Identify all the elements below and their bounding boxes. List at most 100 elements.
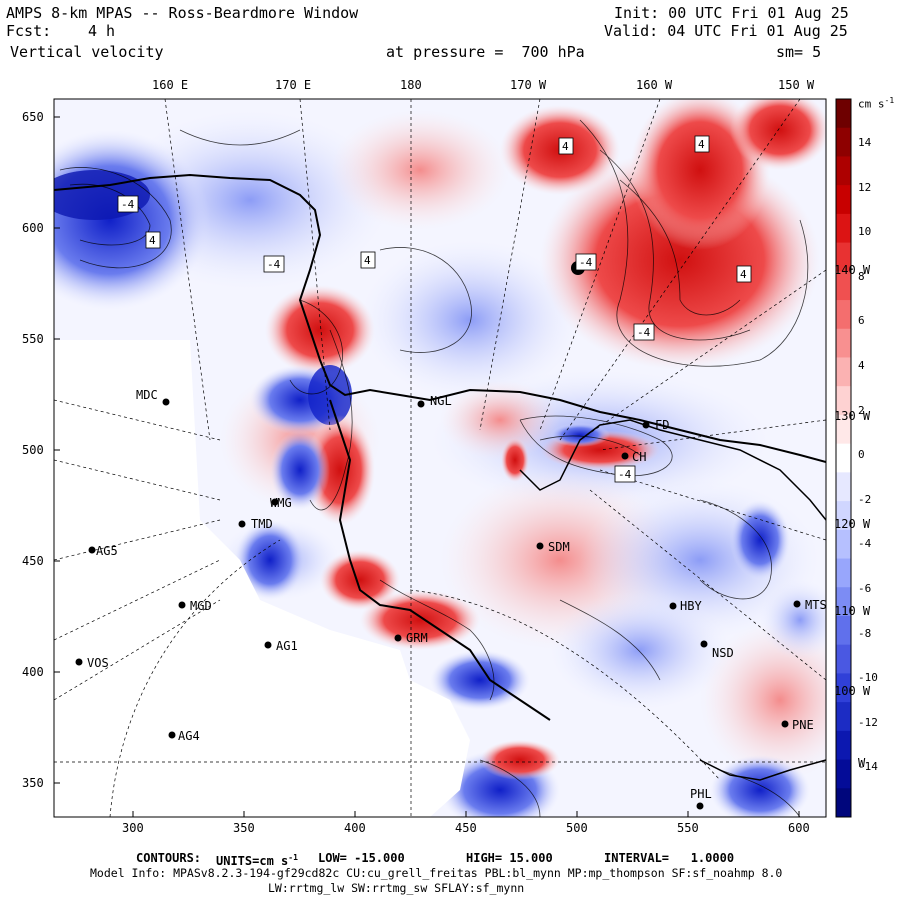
contour-label: 4: [736, 265, 752, 283]
svg-text:-4: -4: [579, 256, 593, 269]
colorbar-swatch: [836, 759, 851, 789]
colorbar-label: 4: [858, 359, 865, 372]
map-title: AMPS 8-km MPAS -- Ross-Beardmore Window: [6, 4, 359, 22]
colorbar-swatch: [836, 788, 851, 818]
colorbar-swatch: [836, 673, 851, 703]
lon-label: 160 E: [152, 78, 189, 92]
lon-label-right: 100 W: [834, 684, 871, 698]
lon-label: 160 W: [636, 78, 673, 92]
svg-text:-4: -4: [267, 258, 281, 271]
x-tick: 600: [788, 821, 810, 835]
colorbar-swatch: [836, 615, 851, 646]
lon-label-right: 120 W: [834, 517, 871, 531]
y-tick: 600: [22, 221, 44, 235]
colorbar-swatch: [836, 213, 851, 244]
station-label-phl: PHL: [690, 787, 712, 801]
station-dots: [75, 261, 801, 810]
colorbar-swatch: [836, 730, 851, 761]
station-label-vos: VOS: [87, 656, 109, 670]
station-label-ag4: AG4: [178, 729, 200, 743]
colorbar-label: -8: [858, 626, 872, 640]
station-label-mgd: MGD: [190, 599, 212, 613]
station-label-wmg: WMG: [270, 496, 292, 510]
colorbar-label: 8: [858, 269, 865, 283]
contour-label: -4: [263, 255, 285, 273]
y-tick: 550: [22, 332, 44, 346]
footer-interval: INTERVAL= 1.0000: [604, 851, 735, 865]
contour-label: -4: [575, 253, 597, 271]
station-label-ngl: NGL: [430, 394, 452, 408]
station-label-mdc: MDC: [136, 388, 158, 402]
colorbar-swatch: [836, 357, 851, 387]
colorbar-swatch: [836, 127, 851, 157]
field-name: Vertical velocity: [10, 43, 164, 61]
y-tick: 450: [22, 554, 44, 568]
station-label-sdm: SDM: [548, 540, 570, 554]
footer-high: HIGH= 15.000: [466, 851, 553, 865]
colorbar-swatch: [836, 99, 851, 129]
forecast-hour: 4 h: [88, 22, 116, 40]
contour-label: 4: [694, 135, 710, 153]
svg-text:4: 4: [364, 254, 371, 267]
y-tick: 650: [22, 110, 44, 124]
colorbar-units: cm s-1: [858, 96, 895, 111]
x-tick: 400: [344, 821, 366, 835]
colorbar-label: 10: [858, 225, 872, 239]
lon-label: 150 W: [778, 78, 815, 92]
station-label-grm: GRM: [406, 631, 428, 645]
colorbar-swatch: [836, 443, 851, 473]
valid-time: Valid: 04 UTC Fri 01 Aug 25: [604, 22, 848, 40]
colorbar-label: 12: [858, 180, 872, 194]
station-label-fd: FD: [655, 418, 670, 432]
svg-text:-4: -4: [637, 326, 651, 339]
footer-model-info: Model Info: MPASv8.2.3-194-gf29cd82c CU:…: [90, 866, 783, 880]
lon-label-right: W: [858, 756, 866, 770]
contour-label: 4: [360, 251, 376, 269]
lon-label-right: 140 W: [834, 263, 871, 277]
contour-label: -4: [117, 195, 139, 213]
contour-label: -4: [614, 465, 636, 483]
footer-low: LOW= -15.000: [318, 851, 405, 865]
x-tick: 350: [233, 821, 255, 835]
colorbar-label: -14: [858, 760, 878, 774]
colorbar-swatch: [836, 328, 851, 358]
x-tick: 550: [677, 821, 699, 835]
lon-label: 180: [400, 78, 422, 92]
footer-units: UNITS=cm s-1: [216, 853, 298, 868]
colorbar-swatch: [836, 529, 851, 560]
vertical-velocity-field: [54, 99, 826, 817]
forecast-label: Fcst:: [6, 22, 52, 40]
svg-text:4: 4: [740, 268, 747, 281]
footer-contours: CONTOURS:: [136, 851, 202, 865]
station-label-pne: PNE: [792, 718, 814, 732]
colorbar-swatch: [836, 271, 851, 301]
colorbar-swatch: [836, 558, 851, 588]
colorbar-swatch: [836, 185, 851, 215]
contour-labels: 4 -4 4 -4 4 -4 4 -4 4 -4: [117, 135, 752, 483]
colorbar: [836, 99, 851, 818]
footer-model-info-2: LW:rrtmg_lw SW:rrtmg_sw SFLAY:sf_mynn: [268, 881, 525, 895]
y-tick: 400: [22, 665, 44, 679]
colorbar-swatch: [836, 242, 851, 272]
colorbar-swatch: [836, 472, 851, 502]
contour-label: 4: [145, 231, 161, 249]
colorbar-label: -2: [858, 492, 872, 506]
svg-text:4: 4: [562, 140, 569, 153]
colorbar-label: 6: [858, 314, 865, 328]
smoothing: sm= 5: [776, 43, 822, 61]
y-tick: 500: [22, 443, 44, 457]
pressure-level: at pressure = 700 hPa: [386, 43, 585, 61]
colorbar-label: 0: [858, 448, 865, 462]
svg-text:-4: -4: [618, 468, 632, 481]
x-tick: 450: [455, 821, 477, 835]
colorbar-label: 14: [858, 136, 872, 149]
x-tick: 500: [566, 821, 588, 835]
svg-text:-4: -4: [121, 198, 135, 211]
x-tick: 300: [122, 821, 144, 835]
colorbar-swatch: [836, 156, 851, 186]
colorbar-swatch: [836, 414, 851, 445]
colorbar-label: -6: [858, 582, 872, 595]
colorbar-label: 2: [858, 403, 865, 417]
colorbar-swatch: [836, 702, 851, 732]
colorbar-swatch: [836, 501, 851, 531]
